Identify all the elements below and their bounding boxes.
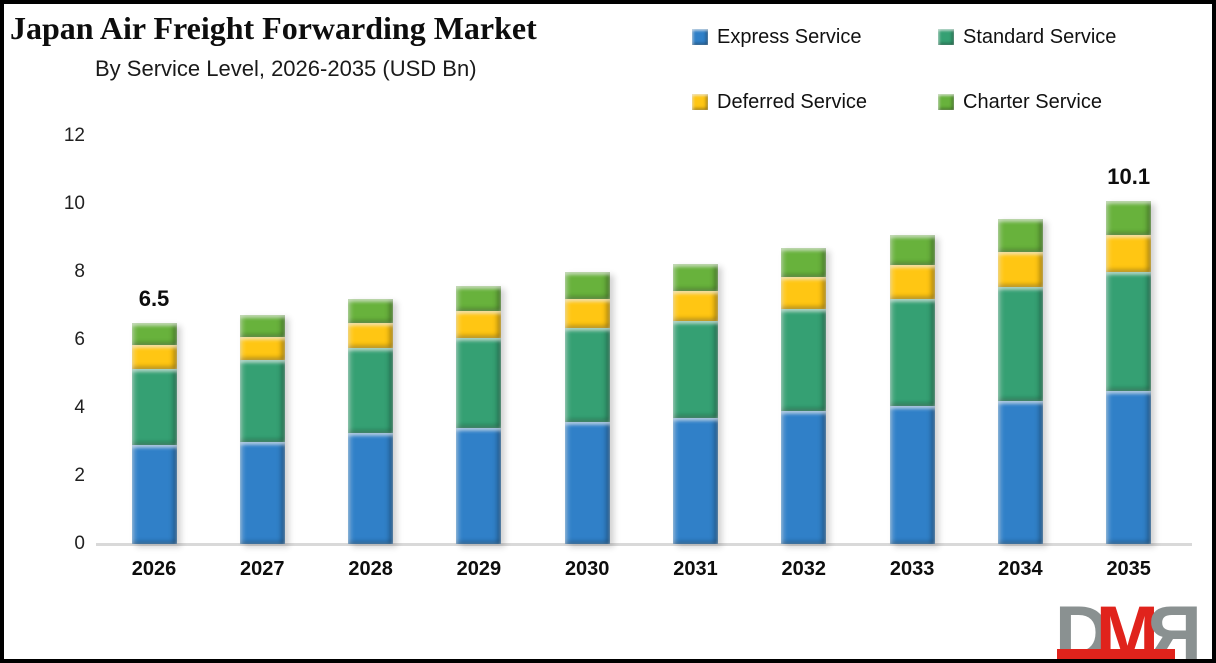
segment-charter-service-2029 [456, 285, 502, 312]
x-axis-label-2030: 2030 [564, 558, 610, 580]
legend-item-express: Express Service [692, 24, 862, 50]
y-axis-tick-4: 4 [74, 397, 85, 418]
segment-express-service-2030 [564, 421, 610, 544]
chart-title: Japan Air Freight Forwarding Market [10, 10, 537, 46]
bar-2028 [348, 299, 394, 544]
bar-2034 [997, 219, 1043, 544]
y-axis-tick-12: 12 [63, 125, 85, 146]
segment-deferred-service-2030 [564, 299, 610, 329]
x-axis-label-2027: 2027 [240, 558, 285, 580]
legend-label-standard: Standard Service [963, 25, 1117, 48]
segment-deferred-service-2029 [456, 311, 502, 339]
segment-deferred-service-2031 [673, 290, 718, 322]
bar-2026 [131, 323, 177, 544]
bar-2030 [564, 272, 610, 544]
bar-2035 [1106, 200, 1152, 544]
x-axis-label-2029: 2029 [456, 558, 502, 580]
segment-express-service-2034 [997, 401, 1043, 544]
segment-standard-service-2034 [997, 287, 1043, 402]
segment-express-service-2033 [889, 406, 935, 544]
segment-express-service-2035 [1106, 390, 1152, 544]
segment-deferred-service-2028 [348, 322, 394, 349]
x-axis-label-2033: 2033 [889, 558, 935, 580]
legend-marker-express-icon [692, 29, 708, 45]
x-axis-label-2028: 2028 [348, 558, 393, 580]
segment-charter-service-2034 [997, 219, 1043, 252]
segment-deferred-service-2026 [131, 345, 177, 369]
bar-2029 [456, 285, 502, 544]
legend-label-deferred: Deferred Service [717, 90, 868, 113]
legend-label-charter: Charter Service [963, 90, 1102, 113]
y-axis-tick-2: 2 [74, 465, 85, 486]
segment-standard-service-2030 [564, 328, 610, 422]
segment-express-service-2027 [239, 442, 285, 544]
total-label-2026: 6.5 [138, 286, 170, 311]
segment-deferred-service-2034 [997, 251, 1043, 288]
segment-charter-service-2030 [564, 272, 610, 300]
segment-charter-service-2032 [781, 248, 827, 278]
segment-standard-service-2028 [348, 348, 394, 434]
segment-standard-service-2035 [1106, 271, 1152, 391]
x-axis-line [96, 543, 1192, 546]
segment-express-service-2026 [131, 445, 177, 544]
legend-marker-standard-icon [938, 29, 954, 45]
chart-subtitle: By Service Level, 2026-2035 (USD Bn) [95, 56, 477, 81]
segment-express-service-2028 [348, 433, 394, 544]
segment-charter-service-2027 [239, 314, 285, 337]
legend-marker-charter-icon [938, 94, 954, 110]
legend-item-standard: Standard Service [938, 24, 1116, 50]
y-axis-tick-10: 10 [63, 193, 85, 214]
y-axis-tick-8: 8 [74, 261, 85, 282]
segment-standard-service-2031 [673, 321, 718, 419]
bar-2033 [889, 234, 935, 544]
x-axis-label-2031: 2031 [673, 558, 718, 580]
bar-2032 [781, 248, 827, 544]
segment-standard-service-2026 [131, 368, 177, 446]
bar-2031 [673, 263, 718, 544]
x-axis-label-2032: 2032 [781, 558, 827, 580]
segment-standard-service-2033 [889, 299, 935, 407]
bar-2027 [239, 314, 285, 544]
segment-standard-service-2032 [781, 309, 827, 412]
segment-charter-service-2026 [131, 323, 177, 346]
legend-label-express: Express Service [717, 25, 862, 48]
x-axis-label-2034: 2034 [998, 558, 1043, 580]
segment-standard-service-2027 [239, 360, 285, 442]
segment-standard-service-2029 [456, 338, 502, 429]
y-axis-tick-6: 6 [74, 329, 85, 350]
segment-charter-service-2031 [673, 263, 718, 291]
segment-deferred-service-2035 [1106, 234, 1152, 272]
segment-express-service-2031 [673, 418, 718, 544]
legend-marker-deferred-icon [692, 94, 708, 110]
segment-deferred-service-2032 [781, 277, 827, 310]
segment-charter-service-2028 [348, 299, 394, 323]
legend-item-deferred: Deferred Service [692, 89, 867, 115]
dmr-logo: D M R [1055, 591, 1202, 663]
segment-express-service-2029 [456, 428, 502, 544]
segment-deferred-service-2033 [889, 265, 935, 300]
segment-deferred-service-2027 [239, 336, 285, 361]
logo-red-bar [1056, 649, 1175, 659]
segment-charter-service-2033 [889, 234, 935, 266]
legend-item-charter: Charter Service [938, 89, 1102, 115]
x-axis-label-2026: 2026 [131, 558, 177, 580]
total-label-2035: 10.1 [1107, 163, 1151, 189]
segment-express-service-2032 [781, 411, 827, 544]
segment-charter-service-2035 [1106, 200, 1152, 235]
x-axis-label-2035: 2035 [1106, 558, 1151, 580]
y-axis-tick-0: 0 [74, 533, 85, 554]
